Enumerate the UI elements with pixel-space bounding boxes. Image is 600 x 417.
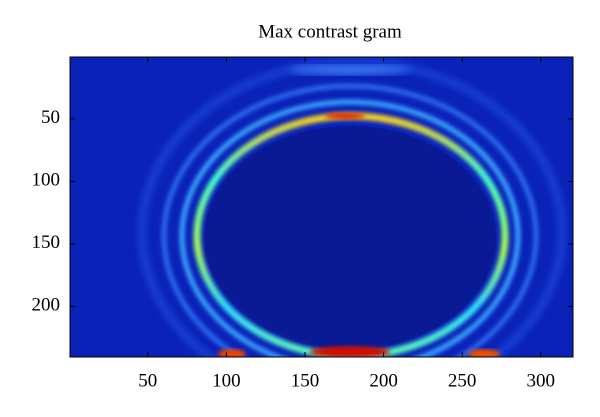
y-tick-label: 50 (41, 107, 60, 128)
x-tick-label: 300 (527, 370, 556, 391)
x-tick-label: 200 (369, 370, 398, 391)
y-tick-label: 200 (32, 295, 61, 316)
y-tick-label: 150 (32, 232, 61, 253)
x-tick-label: 150 (291, 370, 320, 391)
x-tick-label: 250 (448, 370, 477, 391)
x-tick-label: 50 (138, 370, 157, 391)
plot-frame (69, 56, 574, 358)
x-tick-label: 100 (212, 370, 241, 391)
chart-title: Max contrast gram (258, 21, 402, 42)
image (70, 57, 573, 357)
y-tick-label: 100 (32, 170, 61, 191)
